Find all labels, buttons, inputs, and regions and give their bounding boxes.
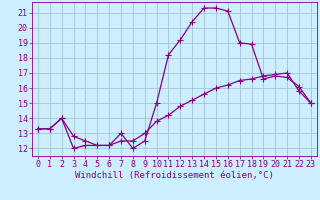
X-axis label: Windchill (Refroidissement éolien,°C): Windchill (Refroidissement éolien,°C) (75, 171, 274, 180)
